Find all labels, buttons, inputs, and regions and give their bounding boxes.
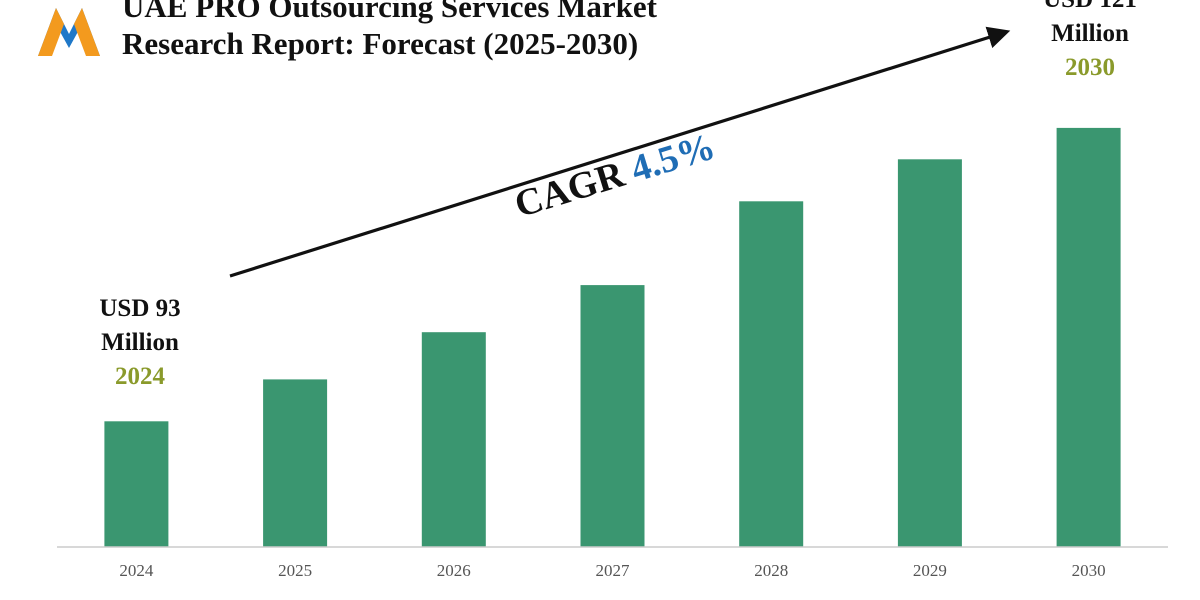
x-tick-label-2025: 2025	[278, 561, 312, 580]
chart-title-line-2: Research Report: Forecast (2025-2030)	[122, 26, 639, 61]
bar-2024	[104, 421, 169, 547]
x-tick-label-2028: 2028	[754, 561, 788, 580]
bar-2026	[421, 332, 486, 547]
start-unit: Million	[101, 329, 179, 356]
x-tick-label-2027: 2027	[596, 561, 631, 580]
start-value-callout: USD 93 Million 2024	[80, 292, 200, 394]
m-logo-icon	[38, 8, 100, 56]
start-value: USD 93	[99, 295, 181, 322]
start-year: 2024	[115, 363, 165, 390]
chart-title: UAE PRO Outsourcing Services Market Rese…	[122, 0, 762, 62]
x-tick-label-2024: 2024	[119, 561, 154, 580]
x-tick-label-2030: 2030	[1072, 561, 1106, 580]
end-value-callout: USD 121 Million 2030	[1030, 0, 1150, 85]
end-year: 2030	[1065, 54, 1115, 81]
x-tick-label-2029: 2029	[913, 561, 947, 580]
bar-2030	[1056, 127, 1121, 548]
end-value: USD 121	[1030, 0, 1150, 17]
bar-2028	[739, 201, 804, 548]
end-unit: Million	[1051, 20, 1129, 47]
chart-title-line-1: UAE PRO Outsourcing Services Market	[122, 0, 657, 24]
x-tick-label-2026: 2026	[437, 561, 471, 580]
bar-2029	[897, 159, 962, 548]
growth-arrow	[229, 26, 1011, 278]
bar-2027	[580, 285, 645, 547]
bar-2025	[263, 379, 328, 547]
